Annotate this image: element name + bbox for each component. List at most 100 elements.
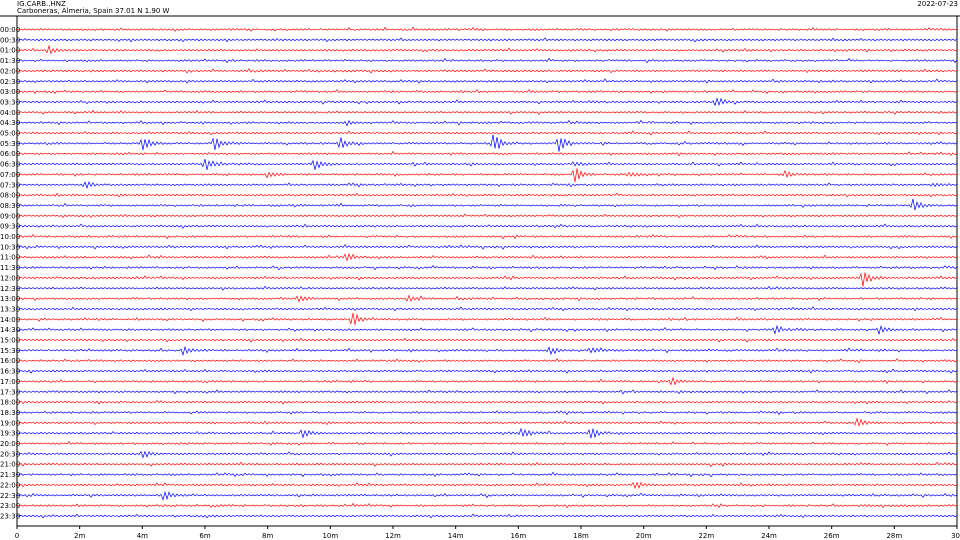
row-time-label: 04:00 [0,109,20,117]
row-time-label: 02:30 [0,78,20,86]
x-tick-label: 22m [698,532,714,540]
row-time-label: 00:00 [0,26,20,34]
station-code: IG.CARB..HNZ [17,0,66,8]
row-time-label: 23:00 [0,502,20,510]
x-tick-label: 30 [951,532,960,540]
row-time-label: 01:30 [0,57,20,65]
row-time-label: 06:30 [0,161,20,169]
seismic-trace [16,192,958,198]
row-time-label: 03:30 [0,98,20,106]
seismic-trace [16,417,958,428]
row-time-label: 21:00 [0,461,20,469]
seismic-trace [16,358,958,364]
seismic-trace [16,150,958,157]
row-time-label: 20:00 [0,440,20,448]
seismic-trace [16,252,958,262]
row-time-label: 09:00 [0,212,20,220]
x-tick-label: 18m [573,532,589,540]
seismic-trace [16,78,958,84]
seismic-trace [16,490,958,501]
row-time-label: 12:00 [0,274,20,282]
seismic-trace [16,481,958,490]
row-time-label: 07:00 [0,171,20,179]
row-time-label: 19:30 [0,430,20,438]
seismic-trace [16,285,958,291]
row-time-label: 15:00 [0,337,20,345]
seismic-trace [16,306,958,312]
x-tick-label: 8m [262,532,273,540]
seismic-trace [16,294,958,303]
x-tick-label: 20m [636,532,652,540]
row-time-label: 10:00 [0,233,20,241]
row-time-label: 10:30 [0,243,20,251]
row-time-label: 06:00 [0,150,20,158]
seismic-trace [16,513,958,519]
row-time-label: 11:30 [0,264,20,272]
seismic-trace [16,389,958,395]
seismic-trace [16,368,958,374]
x-tick-label: 26m [824,532,840,540]
row-time-label: 20:30 [0,450,20,458]
seismic-trace [16,57,958,64]
row-time-label: 05:30 [0,140,20,148]
row-time-label: 12:30 [0,285,20,293]
row-time-label: 04:30 [0,119,20,127]
seismic-trace [16,461,958,468]
seismic-trace [16,37,958,43]
seismic-trace [16,68,958,74]
row-time-label: 18:30 [0,409,20,417]
row-time-label: 13:00 [0,295,20,303]
seismic-trace [16,234,958,240]
row-time-label: 00:30 [0,36,20,44]
row-time-label: 14:00 [0,316,20,324]
seismic-trace [16,450,958,459]
seismic-trace [16,134,958,152]
x-tick-label: 14m [448,532,464,540]
row-time-label: 05:00 [0,130,20,138]
x-tick-label: 0 [15,532,19,540]
seismic-trace [16,168,958,183]
seismic-trace [16,376,958,386]
row-time-label: 11:00 [0,254,20,262]
row-time-label: 18:00 [0,399,20,407]
seismic-trace [16,158,958,170]
row-time-label: 17:30 [0,388,20,396]
row-time-label: 17:00 [0,378,20,386]
x-tick-label: 6m [199,532,210,540]
row-time-label: 07:30 [0,181,20,189]
record-date: 2022-07-23 [917,0,958,8]
seismic-trace [16,110,958,115]
seismic-trace [16,264,958,271]
seismic-trace [16,272,958,287]
row-time-label: 14:30 [0,326,20,334]
row-time-label: 16:30 [0,368,20,376]
seismic-trace [16,400,958,405]
seismic-trace [16,26,958,32]
x-tick-label: 24m [761,532,777,540]
seismic-trace [16,213,958,219]
row-time-label: 03:00 [0,88,20,96]
row-time-label: 08:00 [0,192,20,200]
row-time-label: 23:30 [0,512,20,520]
seismic-trace [16,44,958,55]
seismic-trace [16,223,958,229]
x-tick-label: 10m [322,532,338,540]
x-tick-label: 28m [886,532,902,540]
seismic-trace [16,410,958,416]
x-tick-label: 2m [74,532,85,540]
row-time-label: 22:00 [0,481,20,489]
row-time-label: 02:00 [0,67,20,75]
row-time-label: 15:30 [0,347,20,355]
seismic-trace [16,427,958,439]
seismic-trace [16,244,958,250]
seismic-trace [16,324,958,336]
row-time-label: 21:30 [0,471,20,479]
x-tick-label: 16m [510,532,526,540]
row-time-label: 09:30 [0,223,20,231]
seismic-trace [16,502,958,509]
seismic-trace [16,181,958,189]
x-tick-label: 4m [137,532,148,540]
row-time-label: 08:30 [0,202,20,210]
seismic-trace [16,130,958,136]
